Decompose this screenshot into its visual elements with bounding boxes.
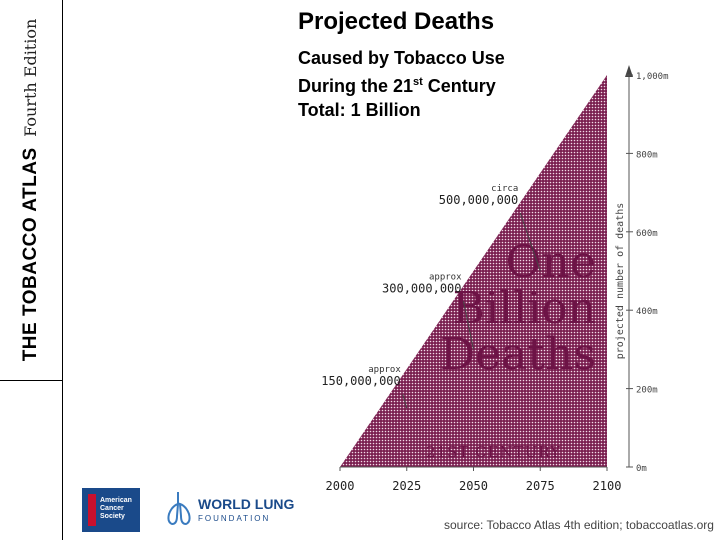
annotation-leader-2 bbox=[463, 301, 474, 350]
sidebar: THE TOBACCO ATLAS Fourth Edition bbox=[0, 0, 63, 540]
overlay-text-3: Deaths bbox=[440, 329, 596, 380]
american-cancer-society-logo: American Cancer Society bbox=[82, 488, 140, 532]
annotation-leader-3 bbox=[519, 212, 541, 272]
y-axis-arrow-icon bbox=[625, 65, 633, 77]
subtitle-line-2-post: Century bbox=[422, 76, 496, 96]
lungs-icon bbox=[167, 492, 191, 526]
sidebar-divider bbox=[0, 380, 62, 381]
subtitle-line-2-pre: During the 21 bbox=[298, 76, 414, 96]
x-tick-label-2000: 2000 bbox=[326, 479, 355, 493]
atlas-edition: Fourth Edition bbox=[21, 18, 40, 137]
source-credit: source: Tobacco Atlas 4th edition; tobac… bbox=[444, 518, 714, 532]
y-tick-label-2: 400m bbox=[636, 307, 658, 317]
acs-sword-icon bbox=[88, 494, 96, 526]
y-tick-label-1: 200m bbox=[636, 386, 658, 396]
x-tick-label-2075: 2075 bbox=[526, 479, 555, 493]
subtitle-line-2: During the 21st Century bbox=[298, 70, 505, 98]
wlf-name: WORLD LUNG bbox=[198, 496, 295, 512]
acs-logo-text: American Cancer Society bbox=[100, 497, 132, 520]
x-tick-label-2050: 2050 bbox=[459, 479, 488, 493]
x-tick-label-2025: 2025 bbox=[392, 479, 421, 493]
slide-header: Projected Deaths Caused by Tobacco Use D… bbox=[298, 8, 505, 122]
x-tick-label-2100: 2100 bbox=[593, 479, 622, 493]
annotation-label1-2: approx bbox=[429, 272, 462, 282]
annotation-label2-3: 500,000,000 bbox=[439, 193, 518, 207]
annotation-label1-1: approx bbox=[368, 365, 401, 375]
atlas-title: THE TOBACCO ATLAS bbox=[20, 147, 41, 362]
overlay-text-1: One bbox=[506, 237, 596, 288]
annotation-label1-3: circa bbox=[491, 184, 518, 194]
deaths-area-texture bbox=[340, 75, 607, 467]
wlf-subtitle: FOUNDATION bbox=[198, 514, 271, 523]
overlay-text-2: Billion bbox=[453, 283, 596, 334]
annotation-leader-1 bbox=[402, 394, 408, 409]
world-lung-foundation-logo: WORLD LUNG FOUNDATION bbox=[164, 490, 294, 533]
subtitle-line-1: Caused by Tobacco Use bbox=[298, 48, 505, 68]
annotation-label2-1: 150,000,000 bbox=[321, 374, 400, 388]
slide-title: Projected Deaths bbox=[298, 8, 495, 35]
annotation-label2-2: 300,000,000 bbox=[382, 281, 461, 295]
subtitle-line-2-sup: st bbox=[413, 76, 423, 88]
y-tick-label-4: 800m bbox=[636, 150, 658, 160]
y-tick-label-0: 0m bbox=[636, 464, 647, 474]
century-band-label: 21ST CENTURY bbox=[426, 443, 561, 461]
y-tick-label-3: 600m bbox=[636, 229, 658, 239]
y-axis-label: projected number of deaths bbox=[615, 203, 626, 360]
subtitle-line-3: Total: 1 Billion bbox=[298, 100, 421, 120]
y-tick-label-5: 1,000m bbox=[636, 72, 669, 82]
